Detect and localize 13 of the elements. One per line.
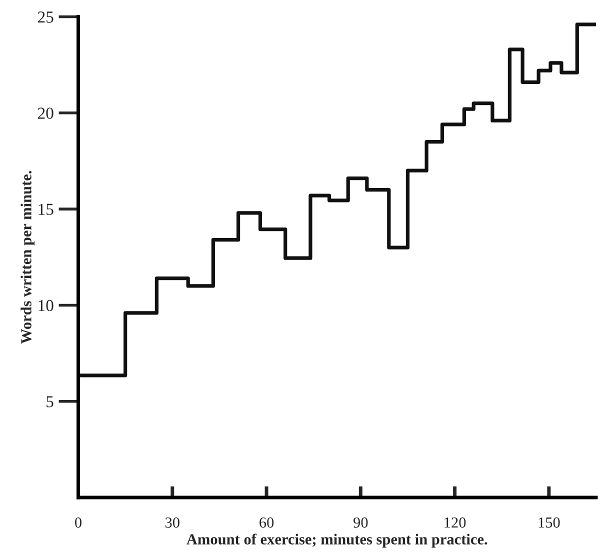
x-axis-title: Amount of exercise; minutes spent in practice. bbox=[186, 534, 488, 548]
x-tick-label: 150 bbox=[538, 517, 560, 528]
y-tick-label: 25 bbox=[38, 12, 54, 23]
y-tick-label: 15 bbox=[38, 204, 54, 216]
x-tick-label: 0 bbox=[75, 517, 82, 528]
x-tick-label: 120 bbox=[444, 517, 466, 528]
y-tick-label: 5 bbox=[46, 396, 54, 408]
x-tick-label: 30 bbox=[165, 517, 180, 528]
y-tick-label: 10 bbox=[38, 300, 54, 312]
x-tick-label: 60 bbox=[260, 517, 274, 528]
x-tick-label: 90 bbox=[354, 517, 368, 528]
y-axis-title: Words written per minute. bbox=[20, 170, 35, 344]
y-tick-label: 20 bbox=[38, 108, 54, 119]
